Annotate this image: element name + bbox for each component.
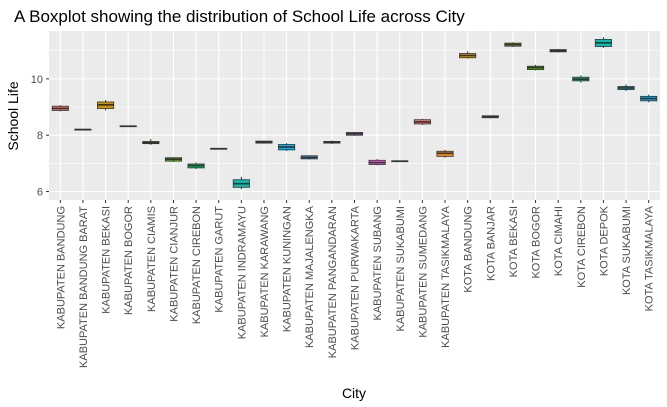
x-tick-label: KABUPATEN MAJALENGKA bbox=[304, 205, 316, 348]
x-tick-label: KABUPATEN PURWAKARTA bbox=[350, 205, 362, 350]
x-tick-label: KOTA BOGOR bbox=[531, 206, 543, 279]
x-tick-label: KABUPATEN BEKASI bbox=[101, 206, 113, 314]
y-tick-label: 6 bbox=[37, 187, 43, 199]
box-10 bbox=[255, 140, 273, 144]
box-24 bbox=[572, 75, 590, 83]
x-tick-label: KOTA DEPOK bbox=[598, 205, 610, 276]
box-3 bbox=[97, 100, 115, 111]
box-23 bbox=[549, 49, 567, 53]
x-axis-title: City bbox=[342, 385, 366, 401]
box-16 bbox=[391, 160, 409, 163]
box-25 bbox=[594, 37, 612, 48]
x-tick-label: KABUPATEN BANDUNG bbox=[55, 206, 67, 329]
y-tick-label: 10 bbox=[31, 74, 43, 86]
y-axis: 6 8 10 bbox=[31, 74, 49, 199]
x-tick-label: KABUPATEN SUKABUMI bbox=[395, 206, 407, 332]
box-2 bbox=[74, 128, 92, 131]
box-17 bbox=[413, 118, 431, 126]
x-tick-label: KABUPATEN SUMEDANG bbox=[417, 206, 429, 338]
box-6 bbox=[164, 157, 183, 162]
chart-title: A Boxplot showing the distribution of Sc… bbox=[14, 7, 465, 26]
x-tick-label: KABUPATEN KUNINGAN bbox=[282, 206, 294, 332]
x-tick-label: KABUPATEN BOGOR bbox=[123, 206, 135, 315]
box-26 bbox=[617, 84, 635, 91]
y-tick-label: 8 bbox=[37, 130, 43, 142]
box-14 bbox=[345, 131, 364, 136]
x-tick-label: KABUPATEN CIAMIS bbox=[146, 206, 158, 312]
x-tick-label: KOTA BANDUNG bbox=[463, 206, 475, 293]
x-tick-label: KABUPATEN KARAWANG bbox=[259, 206, 271, 337]
x-tick-label: KOTA CIMAHI bbox=[553, 206, 565, 276]
box-15 bbox=[368, 159, 386, 166]
box-12 bbox=[300, 155, 318, 160]
x-tick-label: KABUPATEN INDRAMAYU bbox=[236, 206, 248, 339]
x-tick-label: KOTA TASIKMALAYA bbox=[644, 205, 656, 311]
box-5 bbox=[142, 139, 160, 145]
box-4 bbox=[119, 125, 137, 128]
box-27 bbox=[640, 94, 658, 103]
y-axis-title: School Life bbox=[5, 81, 21, 150]
x-tick-label: KABUPATEN CIREBON bbox=[191, 206, 203, 324]
x-tick-label: KABUPATEN SUBANG bbox=[372, 206, 384, 321]
x-tick-label: KABUPATEN BANDUNG BARAT bbox=[78, 206, 90, 368]
box-8 bbox=[210, 147, 228, 150]
x-tick-label: KABUPATEN GARUT bbox=[214, 206, 226, 313]
box-9 bbox=[232, 176, 250, 190]
box-11 bbox=[278, 143, 296, 151]
x-tick-label: KOTA CIREBON bbox=[576, 206, 588, 288]
x-tick-label: KABUPATEN CIANJUR bbox=[168, 206, 180, 322]
box-20 bbox=[481, 115, 499, 119]
x-tick-label: KABUPATEN TASIKMALAYA bbox=[440, 205, 452, 347]
box-19 bbox=[459, 51, 477, 59]
box-22 bbox=[526, 64, 545, 71]
box-13 bbox=[323, 140, 341, 144]
x-tick-label: KOTA BANJAR bbox=[485, 206, 497, 281]
x-axis: KABUPATEN BANDUNG KABUPATEN BANDUNG BARAT… bbox=[55, 200, 656, 368]
box-7 bbox=[187, 162, 205, 170]
x-tick-label: KOTA BEKASI bbox=[508, 206, 520, 277]
box-layer bbox=[51, 37, 658, 190]
x-tick-label: KOTA SUKABUMI bbox=[621, 206, 633, 295]
box-21 bbox=[504, 42, 522, 48]
box-1 bbox=[51, 105, 69, 112]
box-18 bbox=[436, 149, 454, 158]
x-tick-label: KABUPATEN PANGANDARAN bbox=[327, 206, 339, 358]
